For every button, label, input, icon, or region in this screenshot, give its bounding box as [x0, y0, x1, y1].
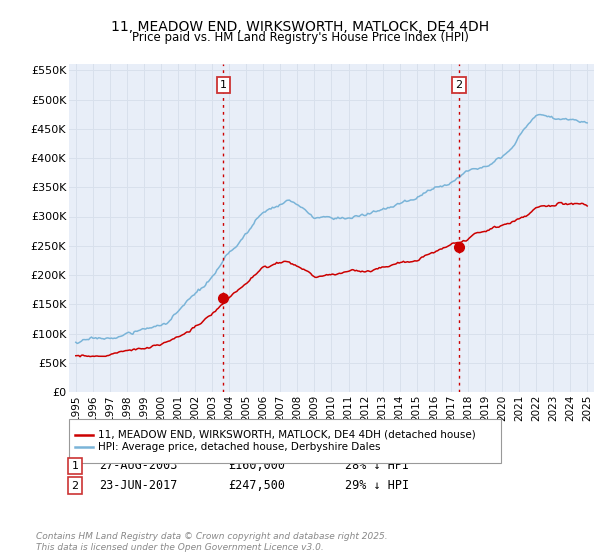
Text: 2: 2: [455, 80, 463, 90]
Text: 1: 1: [220, 80, 227, 90]
Text: £247,500: £247,500: [228, 479, 285, 492]
Text: £160,000: £160,000: [228, 459, 285, 473]
Text: 27-AUG-2003: 27-AUG-2003: [99, 459, 178, 473]
Text: 2: 2: [71, 480, 79, 491]
Text: 1: 1: [71, 461, 79, 471]
Text: 23-JUN-2017: 23-JUN-2017: [99, 479, 178, 492]
Text: 11, MEADOW END, WIRKSWORTH, MATLOCK, DE4 4DH: 11, MEADOW END, WIRKSWORTH, MATLOCK, DE4…: [111, 20, 489, 34]
Text: 11, MEADOW END, WIRKSWORTH, MATLOCK, DE4 4DH (detached house): 11, MEADOW END, WIRKSWORTH, MATLOCK, DE4…: [98, 430, 476, 440]
Text: HPI: Average price, detached house, Derbyshire Dales: HPI: Average price, detached house, Derb…: [98, 442, 380, 452]
Text: 28% ↓ HPI: 28% ↓ HPI: [345, 459, 409, 473]
Text: Price paid vs. HM Land Registry's House Price Index (HPI): Price paid vs. HM Land Registry's House …: [131, 31, 469, 44]
Text: 29% ↓ HPI: 29% ↓ HPI: [345, 479, 409, 492]
Text: Contains HM Land Registry data © Crown copyright and database right 2025.
This d: Contains HM Land Registry data © Crown c…: [36, 532, 388, 552]
